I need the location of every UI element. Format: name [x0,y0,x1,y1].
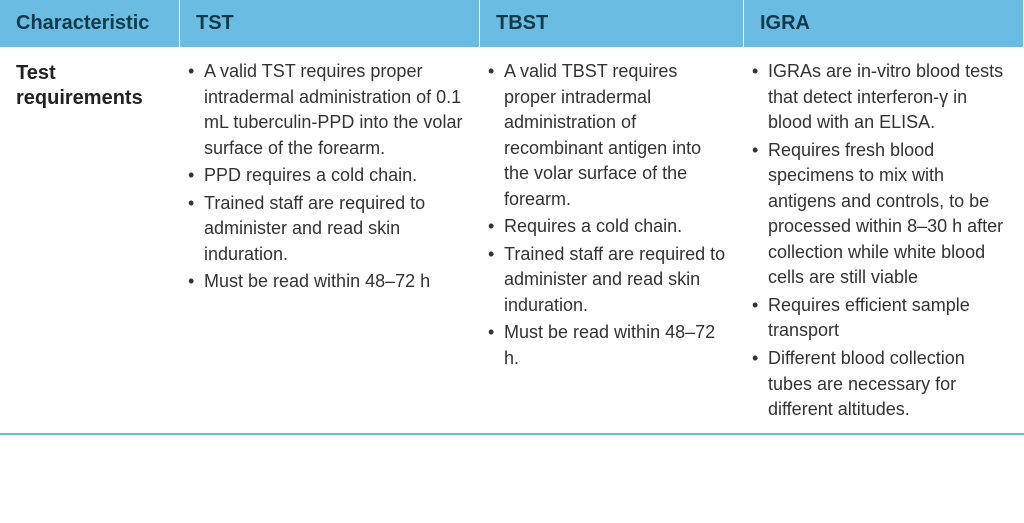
list-item: A valid TST requires proper intradermal … [186,59,466,161]
tbst-list: A valid TBST requires proper intradermal… [486,59,730,372]
list-item: A valid TBST requires proper intradermal… [486,59,730,212]
list-item: Must be read within 48–72 h [186,269,466,295]
comparison-table: Characteristic TST TBST IGRA Test requir… [0,0,1024,435]
list-item: IGRAs are in-vitro blood tests that dete… [750,59,1010,136]
col-header-tbst: TBST [480,0,744,47]
list-item: Different blood collection tubes are nec… [750,346,1010,423]
igra-list: IGRAs are in-vitro blood tests that dete… [750,59,1010,423]
list-item: Trained staff are required to administer… [486,242,730,319]
list-item: Trained staff are required to administer… [186,191,466,268]
col-header-tst: TST [180,0,480,47]
list-item: Requires fresh blood specimens to mix wi… [750,138,1010,291]
tst-list: A valid TST requires proper intradermal … [186,59,466,295]
list-item: Requires a cold chain. [486,214,730,240]
cell-tst: A valid TST requires proper intradermal … [180,47,480,435]
list-item: Requires efficient sample transport [750,293,1010,344]
cell-igra: IGRAs are in-vitro blood tests that dete… [744,47,1024,435]
col-header-igra: IGRA [744,0,1024,47]
cell-tbst: A valid TBST requires proper intradermal… [480,47,744,435]
list-item: Must be read within 48–72 h. [486,320,730,371]
col-header-characteristic: Characteristic [0,0,180,47]
row-label: Test requirements [0,47,180,435]
list-item: PPD requires a cold chain. [186,163,466,189]
